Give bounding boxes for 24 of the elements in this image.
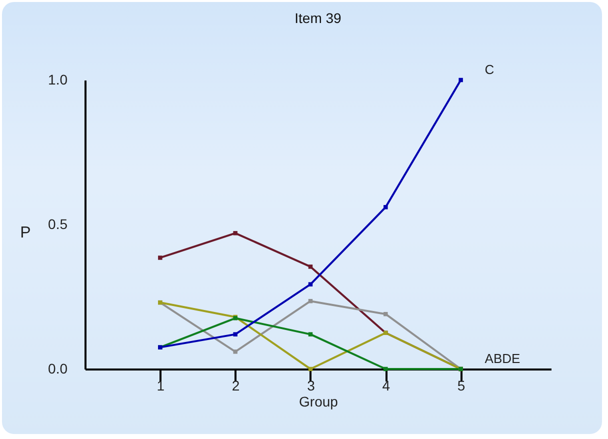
- point: [233, 231, 238, 236]
- point: [384, 312, 388, 316]
- point: [308, 282, 313, 286]
- x-tick-label: 5: [457, 378, 466, 394]
- point: [308, 264, 313, 269]
- y-tick-label: 0.0: [48, 360, 68, 376]
- point: [158, 256, 162, 260]
- x-tick-label: 2: [232, 378, 240, 394]
- point: [233, 350, 238, 354]
- point: [458, 78, 463, 82]
- annotation: ABDE: [484, 351, 521, 366]
- x-tick-label: 4: [382, 378, 390, 394]
- annotation: C: [484, 62, 494, 77]
- y-tick-label: 0.5: [48, 216, 68, 232]
- point: [384, 366, 388, 372]
- point: [233, 332, 238, 336]
- point: [384, 205, 388, 210]
- x-tick-label: 1: [156, 378, 165, 394]
- y-tick-label: 1.0: [48, 72, 68, 88]
- x-axis-title: Group: [299, 394, 338, 410]
- x-tick-label: 3: [307, 378, 316, 394]
- chart-title: Item 39: [294, 10, 342, 26]
- y-axis-title: P: [20, 224, 31, 242]
- point: [308, 332, 313, 336]
